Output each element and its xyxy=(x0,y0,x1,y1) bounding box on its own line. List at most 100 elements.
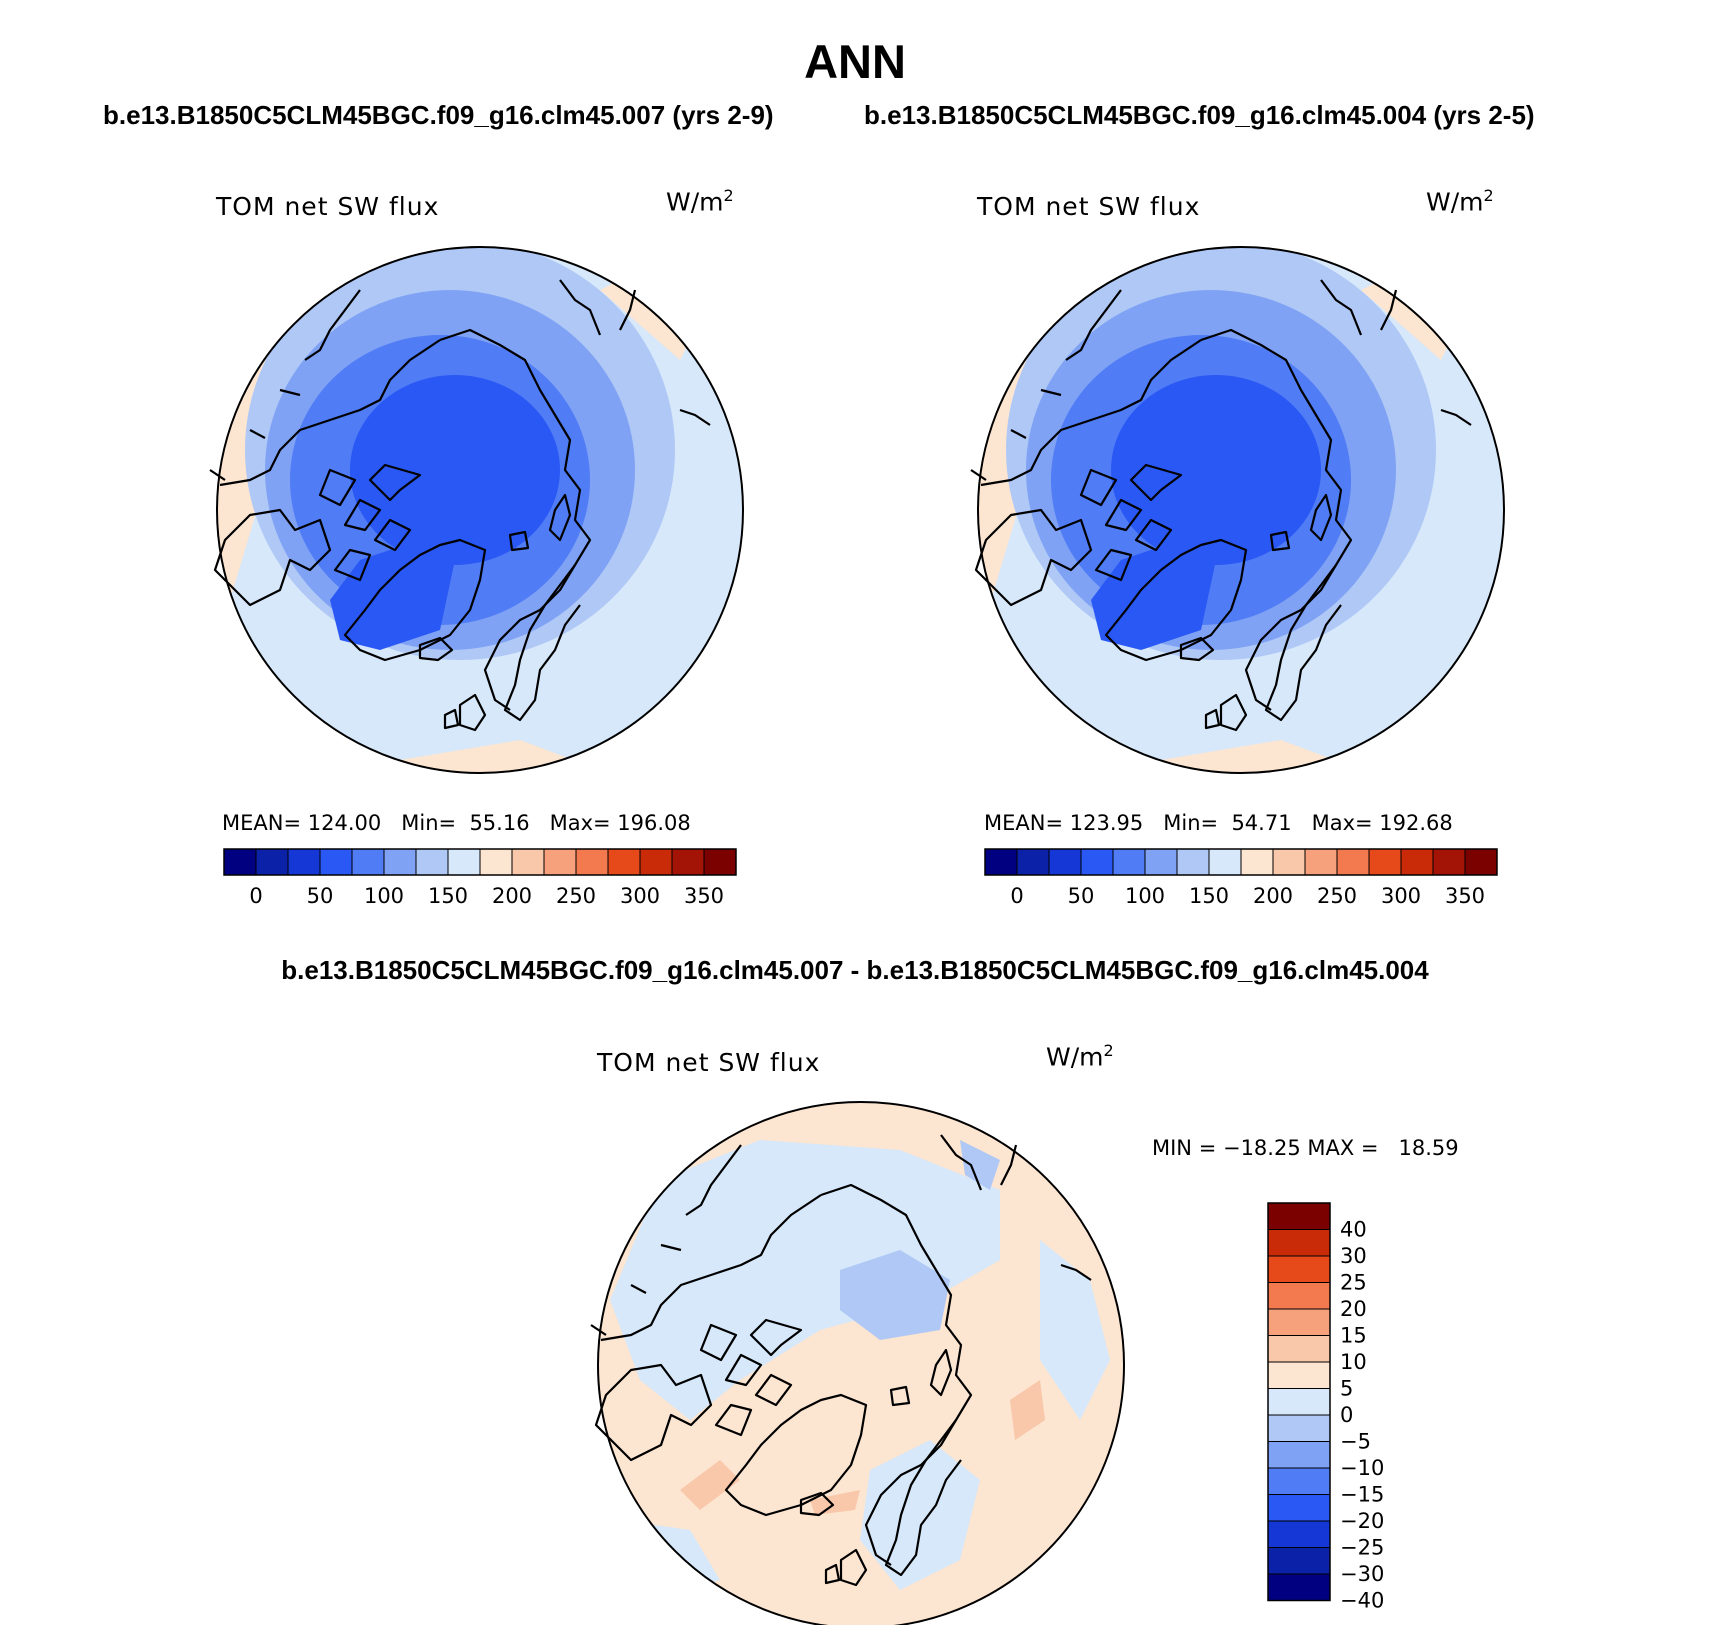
colorbar-tick-label: 0 xyxy=(249,884,262,908)
colorbar-swatch xyxy=(319,848,353,876)
colorbar-swatch xyxy=(383,848,417,876)
map1-border xyxy=(216,246,744,774)
colorbar-swatch xyxy=(639,848,673,876)
colorbar-swatch xyxy=(1267,1229,1331,1257)
map-panel-2 xyxy=(969,246,1505,774)
colorbar-swatch xyxy=(1400,848,1434,876)
colorbar-swatch xyxy=(1272,848,1306,876)
panel2-variable-label: TOM net SW flux xyxy=(977,192,1201,221)
panel3-variable-label: TOM net SW flux xyxy=(597,1048,821,1077)
case1-title: b.e13.B1850C5CLM45BGC.f09_g16.clm45.007 … xyxy=(103,100,774,130)
colorbar-swatch xyxy=(1267,1441,1331,1469)
colorbar-frame xyxy=(984,848,1498,876)
colorbar-swatch xyxy=(1240,848,1274,876)
colorbar-tick-label: 100 xyxy=(364,884,404,908)
colorbar-swatch xyxy=(479,848,513,876)
map-panel-3 xyxy=(589,1101,1125,1625)
colorbar-swatch xyxy=(1112,848,1146,876)
colorbar-swatch xyxy=(1267,1202,1331,1230)
colorbar-swatch xyxy=(1080,848,1114,876)
colorbar-swatch xyxy=(1267,1547,1331,1575)
colorbar-tick-label: 15 xyxy=(1340,1324,1367,1348)
colorbar-swatch xyxy=(984,848,1018,876)
colorbar-tick-label: −40 xyxy=(1340,1589,1384,1613)
difference-title: b.e13.B1850C5CLM45BGC.f09_g16.clm45.007 … xyxy=(281,955,1429,985)
colorbar-swatch xyxy=(1267,1335,1331,1363)
colorbar-swatch xyxy=(447,848,481,876)
colorbar-swatch xyxy=(1176,848,1210,876)
colorbar-swatch xyxy=(1368,848,1402,876)
colorbar-swatch xyxy=(511,848,545,876)
colorbar-tick-label: 350 xyxy=(1445,884,1485,908)
colorbar-swatch xyxy=(1267,1308,1331,1336)
colorbar-tick-label: −5 xyxy=(1340,1430,1371,1454)
panel1-stats: MEAN= 124.00 Min= 55.16 Max= 196.08 xyxy=(222,811,691,835)
colorbar-swatch xyxy=(1048,848,1082,876)
figure-title: ANN xyxy=(804,35,906,88)
colorbar-tick-label: 5 xyxy=(1340,1377,1353,1401)
colorbar-swatch xyxy=(1267,1255,1331,1283)
map-panel-1 xyxy=(208,246,744,774)
colorbar-tick-label: 150 xyxy=(1189,884,1229,908)
colorbar-swatch xyxy=(1336,848,1370,876)
colorbar-swatch xyxy=(1267,1361,1331,1389)
colorbar-tick-label: −15 xyxy=(1340,1483,1384,1507)
colorbar-swatch xyxy=(671,848,705,876)
colorbar-tick-label: 300 xyxy=(620,884,660,908)
colorbar-tick-label: 20 xyxy=(1340,1297,1367,1321)
panel2-unit-label: W/m2 xyxy=(1426,186,1494,217)
colorbar-swatch xyxy=(1267,1467,1331,1495)
colorbar-tick-label: 0 xyxy=(1010,884,1023,908)
panel1-variable-label: TOM net SW flux xyxy=(216,192,440,221)
colorbar-tick-label: −25 xyxy=(1340,1536,1384,1560)
panel3-unit-label: W/m2 xyxy=(1046,1041,1114,1072)
colorbar-swatch xyxy=(287,848,321,876)
colorbar-swatch xyxy=(1267,1494,1331,1522)
colorbar-swatch xyxy=(1432,848,1466,876)
colorbar-tick-label: −10 xyxy=(1340,1456,1384,1480)
map3-border xyxy=(597,1101,1125,1625)
colorbar-swatch xyxy=(255,848,289,876)
colorbar-swatch xyxy=(1016,848,1050,876)
colorbar-swatch xyxy=(415,848,449,876)
colorbar-tick-label: 250 xyxy=(1317,884,1357,908)
colorbar-tick-label: 200 xyxy=(1253,884,1293,908)
colorbar-tick-label: 350 xyxy=(684,884,724,908)
colorbar-swatch xyxy=(607,848,641,876)
map2-border xyxy=(977,246,1505,774)
colorbar-tick-label: 300 xyxy=(1381,884,1421,908)
colorbar-tick-label: 30 xyxy=(1340,1244,1367,1268)
colorbar-tick-label: 0 xyxy=(1340,1403,1353,1427)
colorbar-swatch xyxy=(543,848,577,876)
panel3-min-max: MIN = −18.25 MAX = 18.59 xyxy=(1152,1136,1459,1160)
colorbar-swatch xyxy=(1267,1414,1331,1442)
colorbar-tick-label: 150 xyxy=(428,884,468,908)
colorbar-swatch xyxy=(575,848,609,876)
colorbar-swatch xyxy=(703,848,737,876)
colorbar-tick-label: 50 xyxy=(307,884,334,908)
colorbar-tick-label: 200 xyxy=(492,884,532,908)
colorbar-swatch xyxy=(351,848,385,876)
colorbar-tick-label: 250 xyxy=(556,884,596,908)
colorbar-frame xyxy=(1267,1202,1331,1602)
colorbar-swatch xyxy=(1304,848,1338,876)
colorbar-swatch xyxy=(1267,1573,1331,1601)
colorbar-swatch xyxy=(1208,848,1242,876)
colorbar-swatch xyxy=(223,848,257,876)
colorbar-tick-label: 25 xyxy=(1340,1271,1367,1295)
colorbar-tick-label: −20 xyxy=(1340,1509,1384,1533)
colorbar-swatch xyxy=(1464,848,1498,876)
colorbar-swatch xyxy=(1144,848,1178,876)
panel2-stats: MEAN= 123.95 Min= 54.71 Max= 192.68 xyxy=(984,811,1453,835)
colorbar-frame xyxy=(223,848,737,876)
colorbar-panel-2: 0 50 100 150 200 250 300 350 xyxy=(984,848,1498,908)
colorbar-swatch xyxy=(1267,1282,1331,1310)
colorbar-tick-label: 50 xyxy=(1068,884,1095,908)
colorbar-swatch xyxy=(1267,1388,1331,1416)
colorbar-swatch xyxy=(1267,1520,1331,1548)
colorbar-tick-label: 10 xyxy=(1340,1350,1367,1374)
colorbar-panel-1: 0 50 100 150 200 250 300 350 xyxy=(223,848,737,908)
colorbar-tick-label: −30 xyxy=(1340,1562,1384,1586)
